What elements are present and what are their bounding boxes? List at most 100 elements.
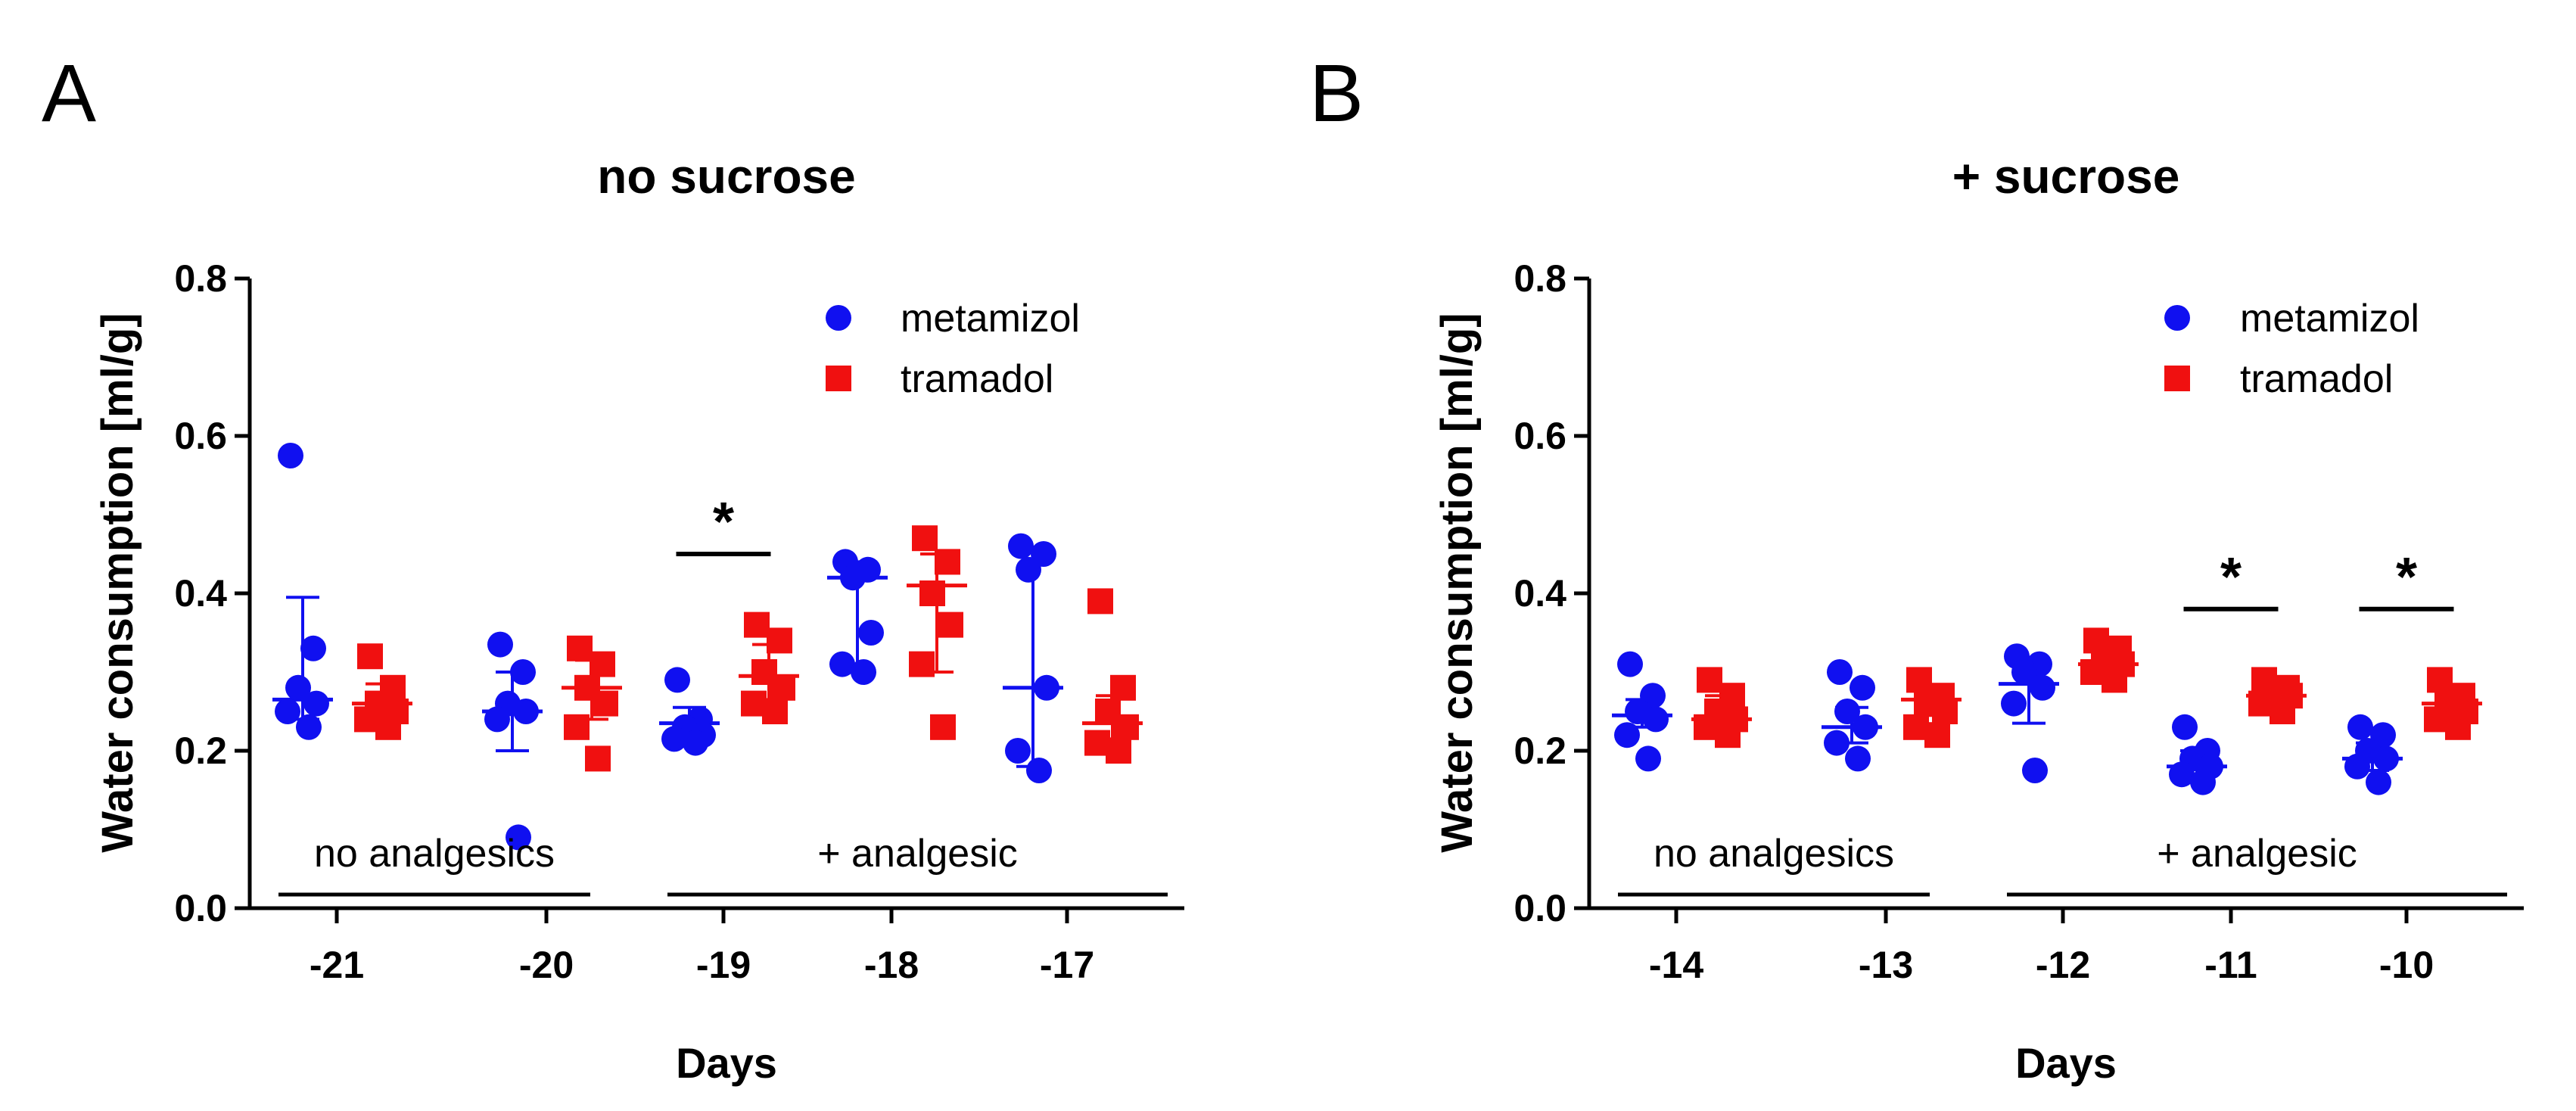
panel-letter-b: B bbox=[1309, 47, 1364, 138]
data-point-tramadol bbox=[770, 674, 795, 701]
data-point-tramadol bbox=[2427, 667, 2453, 693]
x-tick-label: -12 bbox=[2036, 944, 2090, 986]
y-axis-label-a: Water consumption [ml/g] bbox=[93, 313, 142, 852]
data-point-metamizol bbox=[1008, 533, 1034, 559]
data-point-metamizol bbox=[506, 824, 531, 851]
x-tick-label: -21 bbox=[310, 944, 364, 986]
data-point-metamizol bbox=[858, 620, 884, 646]
legend-circle-icon bbox=[2164, 305, 2190, 331]
data-point-tramadol bbox=[1715, 722, 1741, 748]
data-point-metamizol bbox=[2011, 659, 2037, 685]
phase-label: no analgesics bbox=[314, 832, 555, 876]
data-point-metamizol bbox=[1005, 738, 1031, 764]
x-tick-label: -20 bbox=[519, 944, 574, 986]
panel-a: A no sucrose Water consumption [ml/g] Da… bbox=[42, 47, 1184, 1087]
data-point-metamizol bbox=[300, 635, 326, 661]
data-point-metamizol bbox=[1026, 758, 1052, 783]
y-tick-label: 0.8 bbox=[174, 257, 227, 300]
data-point-tramadol bbox=[938, 612, 963, 638]
legend-a: metamizol tramadol bbox=[826, 297, 1080, 401]
y-tick-label: 0.2 bbox=[174, 730, 227, 772]
phase-label: + analgesic bbox=[817, 832, 1018, 876]
panel-letter-a: A bbox=[42, 47, 96, 138]
legend-square-icon bbox=[826, 366, 851, 391]
legend-label-tramadol-a: tramadol bbox=[901, 357, 1053, 401]
data-point-metamizol bbox=[1635, 745, 1661, 772]
data-point-tramadol bbox=[590, 651, 615, 677]
data-point-tramadol bbox=[1110, 674, 1136, 701]
data-point-metamizol bbox=[484, 706, 510, 733]
data-point-tramadol bbox=[935, 549, 960, 575]
data-point-tramadol bbox=[2270, 699, 2295, 724]
data-point-tramadol bbox=[919, 580, 945, 606]
y-tick-label: 0.0 bbox=[1514, 887, 1566, 929]
data-point-metamizol bbox=[278, 443, 303, 468]
data-point-tramadol bbox=[912, 525, 938, 552]
data-point-tramadol bbox=[1113, 714, 1139, 740]
y-axis-label-b: Water consumption [ml/g] bbox=[1433, 313, 1482, 852]
data-point-tramadol bbox=[567, 635, 593, 661]
data-point-metamizol bbox=[1034, 674, 1059, 701]
data-point-metamizol bbox=[303, 690, 329, 717]
data-point-metamizol bbox=[1850, 674, 1875, 701]
x-axis-label-a: Days bbox=[676, 1039, 777, 1087]
data-point-metamizol bbox=[1827, 659, 1853, 685]
legend-square-icon bbox=[2164, 366, 2190, 391]
y-tick-label: 0.2 bbox=[1514, 730, 1566, 772]
x-axis-label-b: Days bbox=[2015, 1039, 2117, 1087]
chart-title-a: no sucrose bbox=[597, 149, 855, 204]
phase-label: + analgesic bbox=[2157, 832, 2357, 876]
data-point-tramadol bbox=[930, 714, 956, 740]
data-point-metamizol bbox=[1845, 745, 1871, 772]
data-point-metamizol bbox=[2001, 690, 2027, 717]
data-point-tramadol bbox=[1087, 588, 1113, 615]
data-point-metamizol bbox=[661, 726, 687, 752]
y-tick-label: 0.0 bbox=[174, 887, 227, 929]
significance-marker: * bbox=[2220, 547, 2242, 608]
data-point-metamizol bbox=[683, 730, 708, 756]
x-tick-label: -17 bbox=[1040, 944, 1094, 986]
data-point-metamizol bbox=[487, 631, 513, 658]
x-tick-label: -11 bbox=[2204, 944, 2257, 986]
data-point-tramadol bbox=[564, 714, 590, 740]
legend-label-tramadol-b: tramadol bbox=[2240, 357, 2393, 401]
data-point-tramadol bbox=[1106, 738, 1131, 764]
data-point-metamizol bbox=[2172, 714, 2198, 740]
data-point-metamizol bbox=[1617, 651, 1643, 677]
data-point-metamizol bbox=[2030, 674, 2055, 701]
legend-circle-icon bbox=[826, 305, 851, 331]
y-tick-label: 0.4 bbox=[1514, 572, 1566, 615]
data-point-tramadol bbox=[357, 643, 383, 670]
panel-b: B + sucrose Water consumption [ml/g] Day… bbox=[1309, 47, 2524, 1087]
data-point-tramadol bbox=[762, 699, 788, 724]
data-point-metamizol bbox=[510, 659, 536, 685]
data-point-metamizol bbox=[851, 659, 876, 685]
data-point-metamizol bbox=[840, 565, 866, 591]
data-point-tramadol bbox=[1924, 722, 1950, 748]
data-point-tramadol bbox=[744, 612, 770, 638]
x-tick-label: -19 bbox=[696, 944, 751, 986]
data-point-metamizol bbox=[1016, 556, 1041, 583]
y-tick-label: 0.4 bbox=[174, 572, 227, 615]
data-point-tramadol bbox=[1906, 667, 1932, 693]
data-point-metamizol bbox=[2022, 758, 2048, 783]
y-tick-label: 0.6 bbox=[1514, 415, 1566, 457]
data-point-metamizol bbox=[829, 651, 855, 677]
x-tick-label: -10 bbox=[2379, 944, 2434, 986]
data-point-metamizol bbox=[2373, 745, 2399, 772]
data-point-metamizol bbox=[2344, 753, 2370, 780]
significance-marker: * bbox=[2396, 547, 2417, 608]
data-point-tramadol bbox=[909, 651, 935, 677]
data-point-tramadol bbox=[1697, 667, 1722, 693]
data-point-tramadol bbox=[593, 690, 618, 717]
data-point-tramadol bbox=[1932, 699, 1958, 724]
data-point-metamizol bbox=[1824, 730, 1850, 756]
data-point-tramadol bbox=[375, 714, 401, 740]
data-point-tramadol bbox=[2445, 714, 2471, 740]
data-point-metamizol bbox=[285, 674, 311, 701]
data-point-tramadol bbox=[585, 745, 611, 772]
phase-label: no analgesics bbox=[1654, 832, 1894, 876]
data-point-metamizol bbox=[2347, 714, 2373, 740]
y-tick-label: 0.8 bbox=[1514, 257, 1566, 300]
data-point-metamizol bbox=[296, 714, 322, 740]
